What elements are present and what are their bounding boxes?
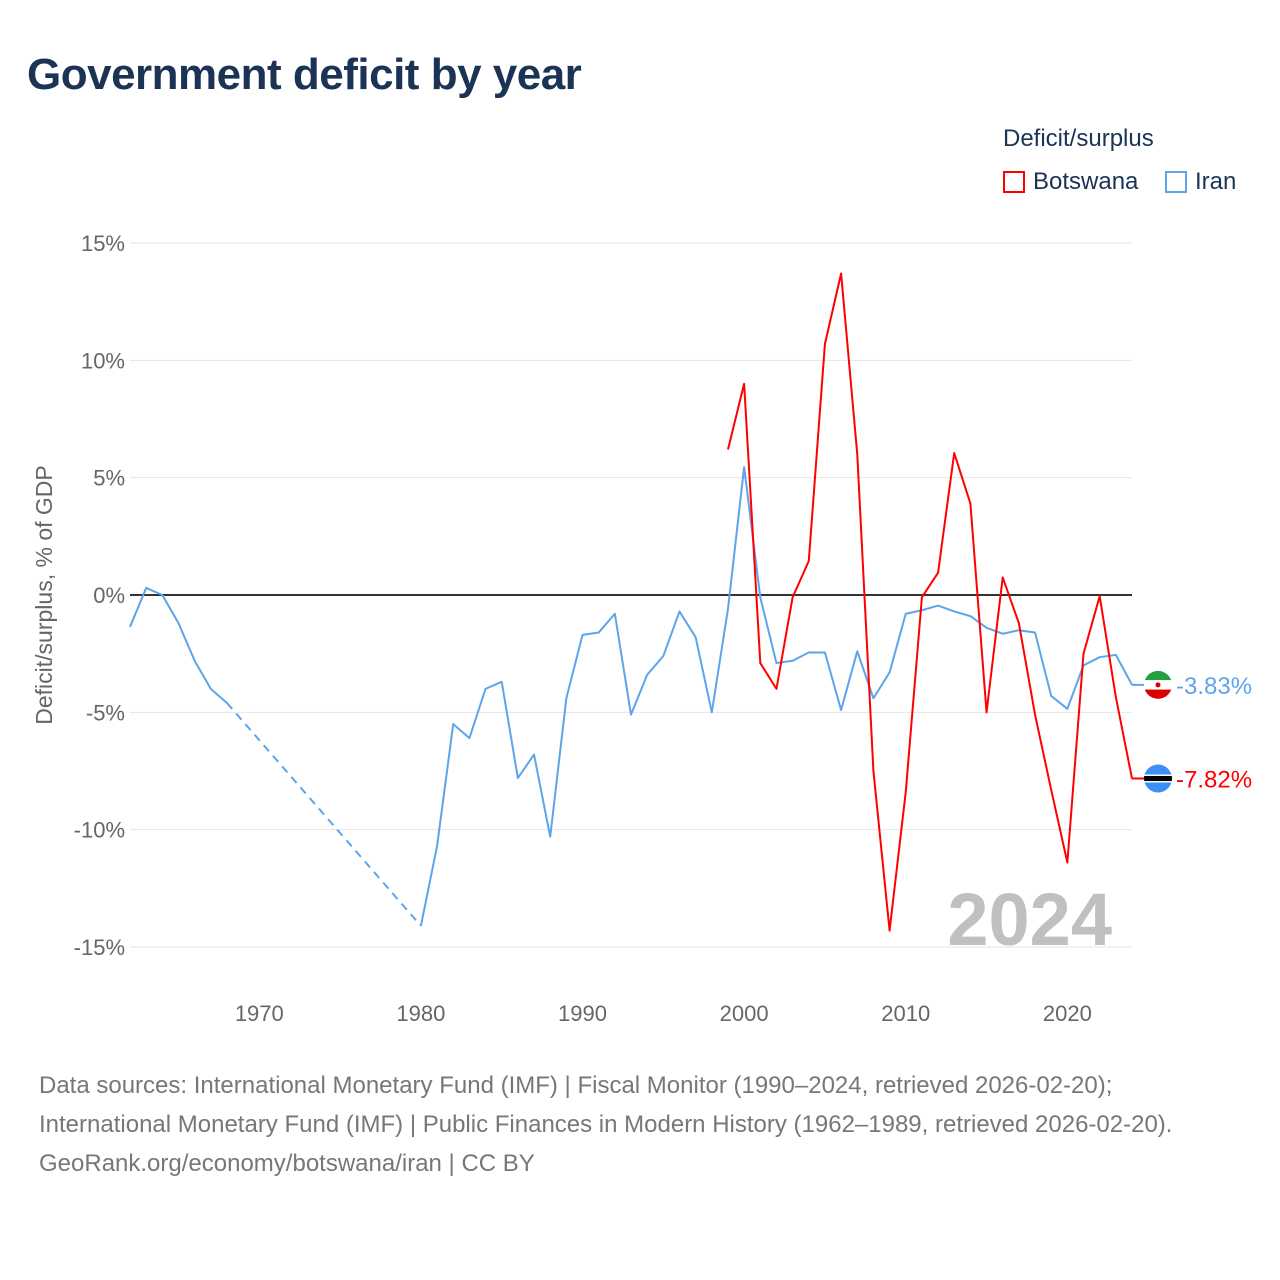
legend-item-iran[interactable]: Iran bbox=[1165, 168, 1236, 196]
credit-link[interactable]: GeoRank.org/economy/botswana/iran | CC B… bbox=[39, 1150, 535, 1177]
y-tick-label: 0% bbox=[93, 583, 125, 608]
footer: Data sources: International Monetary Fun… bbox=[39, 1066, 1239, 1183]
legend-title: Deficit/surplus bbox=[1003, 125, 1154, 152]
x-tick-label: 1990 bbox=[558, 1001, 607, 1026]
legend-item-botswana[interactable]: Botswana bbox=[1003, 168, 1138, 196]
x-tick-label: 2020 bbox=[1043, 1001, 1092, 1026]
y-tick-label: 15% bbox=[81, 231, 125, 256]
x-tick-label: 2010 bbox=[881, 1001, 930, 1026]
legend-swatch bbox=[1165, 171, 1187, 193]
series-line-iran-gap bbox=[226, 702, 422, 927]
x-tick-label: 1970 bbox=[235, 1001, 284, 1026]
end-value-label: -3.83% bbox=[1176, 673, 1252, 700]
chart-title: Government deficit by year bbox=[27, 50, 582, 99]
x-tick-label: 1980 bbox=[396, 1001, 445, 1026]
iran-flag-icon bbox=[1144, 670, 1172, 699]
year-watermark: 2024 bbox=[947, 878, 1112, 961]
end-value-label: -7.82% bbox=[1176, 767, 1252, 794]
y-tick-label: -15% bbox=[74, 935, 125, 960]
legend-label: Iran bbox=[1195, 168, 1237, 195]
legend-swatch bbox=[1003, 171, 1025, 193]
x-tick-label: 2000 bbox=[720, 1001, 769, 1026]
y-tick-label: 5% bbox=[93, 466, 125, 491]
y-tick-label: -10% bbox=[74, 818, 125, 843]
y-axis-label: Deficit/surplus, % of GDP bbox=[31, 465, 57, 724]
y-tick-label: -5% bbox=[86, 700, 125, 725]
series-line-iran bbox=[129, 586, 228, 704]
y-tick-label: 10% bbox=[81, 348, 125, 373]
line-chart: 15% 10% 5% 0% -5% -10% -15% 1970 1980 1990 2000 201… bbox=[31, 231, 1252, 1026]
data-sources: Data sources: International Monetary Fun… bbox=[39, 1072, 1173, 1138]
series-line-iran bbox=[419, 466, 1133, 927]
legend-label: Botswana bbox=[1033, 168, 1139, 195]
botswana-flag-icon bbox=[1144, 764, 1172, 793]
series-line-botswana bbox=[726, 272, 1133, 932]
